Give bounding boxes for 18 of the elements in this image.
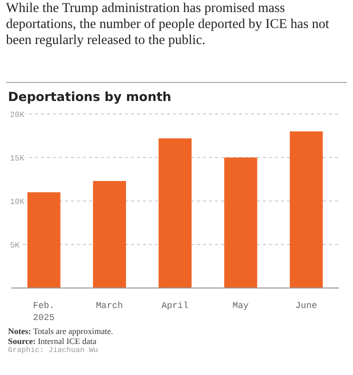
text: While the Trump administration has promised mass deportations, the number of people deported by ICE has not been regularly released to the public. — [6, 0, 330, 47]
bar — [290, 131, 323, 288]
y-tick-label: 20K — [10, 110, 25, 120]
chart-title: Deportations by month — [7, 88, 172, 104]
text: Notes: Totals are approximate. — [8, 326, 113, 336]
x-tick-label: Feb. 2025 — [32, 301, 55, 323]
x-tick-label: April — [161, 301, 189, 311]
bar — [224, 158, 258, 288]
x-tick-label: May — [232, 301, 250, 311]
bar — [93, 180, 126, 288]
x-tick-label: March — [96, 301, 123, 311]
y-tick-label: 5K — [10, 241, 20, 250]
bar — [158, 138, 192, 288]
x-tick-label: June — [295, 301, 318, 311]
y-tick-label: 10K — [10, 198, 25, 207]
y-tick-label: 15K — [10, 154, 25, 164]
source-note: Source: Internal ICE data — [8, 336, 96, 346]
bar — [27, 192, 60, 288]
